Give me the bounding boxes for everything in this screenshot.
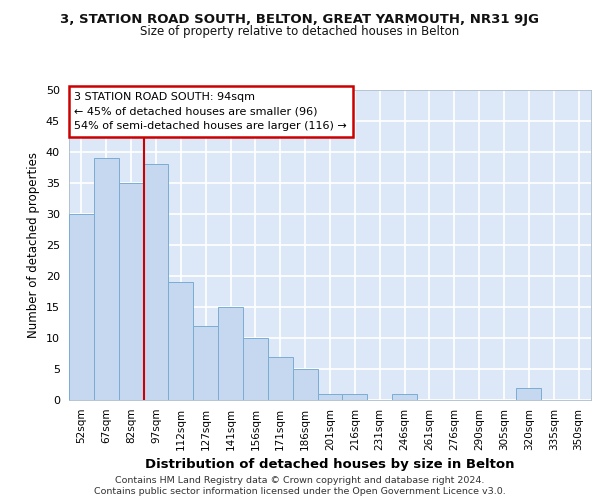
Y-axis label: Number of detached properties: Number of detached properties bbox=[27, 152, 40, 338]
Bar bbox=[218, 307, 243, 400]
Bar bbox=[268, 356, 293, 400]
Text: Contains HM Land Registry data © Crown copyright and database right 2024.: Contains HM Land Registry data © Crown c… bbox=[115, 476, 485, 485]
Bar bbox=[343, 394, 367, 400]
Bar bbox=[69, 214, 94, 400]
Bar bbox=[243, 338, 268, 400]
Bar bbox=[143, 164, 169, 400]
Bar bbox=[119, 183, 143, 400]
Bar bbox=[94, 158, 119, 400]
Bar bbox=[317, 394, 343, 400]
Text: Size of property relative to detached houses in Belton: Size of property relative to detached ho… bbox=[140, 25, 460, 38]
Text: 3 STATION ROAD SOUTH: 94sqm
← 45% of detached houses are smaller (96)
54% of sem: 3 STATION ROAD SOUTH: 94sqm ← 45% of det… bbox=[74, 92, 347, 131]
Bar bbox=[293, 369, 317, 400]
Bar bbox=[169, 282, 193, 400]
Text: Contains public sector information licensed under the Open Government Licence v3: Contains public sector information licen… bbox=[94, 488, 506, 496]
Text: 3, STATION ROAD SOUTH, BELTON, GREAT YARMOUTH, NR31 9JG: 3, STATION ROAD SOUTH, BELTON, GREAT YAR… bbox=[61, 12, 539, 26]
X-axis label: Distribution of detached houses by size in Belton: Distribution of detached houses by size … bbox=[145, 458, 515, 471]
Bar bbox=[517, 388, 541, 400]
Bar bbox=[193, 326, 218, 400]
Bar bbox=[392, 394, 417, 400]
